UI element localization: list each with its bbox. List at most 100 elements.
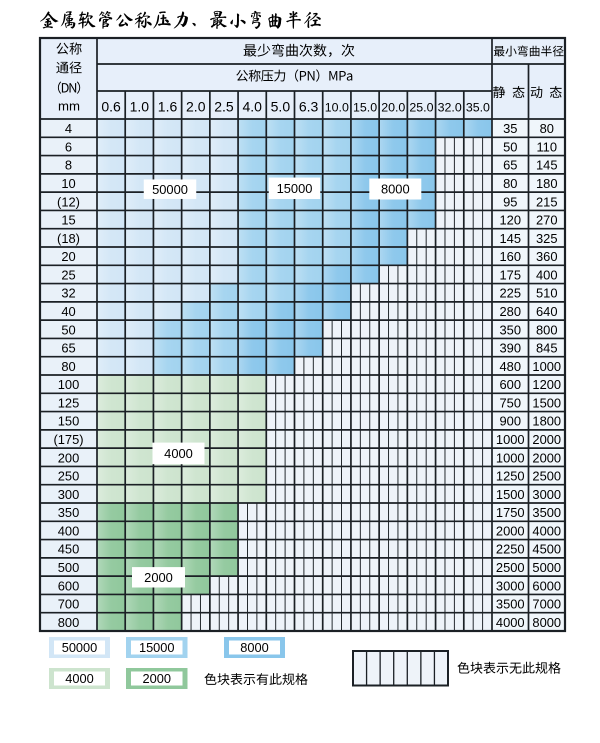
svg-text:15000: 15000 (139, 640, 175, 655)
svg-text:1500: 1500 (496, 487, 525, 502)
svg-text:900: 900 (499, 414, 521, 429)
svg-text:800: 800 (536, 322, 558, 337)
svg-text:800: 800 (58, 615, 80, 630)
svg-text:65: 65 (61, 341, 75, 356)
svg-text:20.0: 20.0 (381, 101, 405, 115)
svg-text:4: 4 (65, 121, 72, 136)
svg-text:160: 160 (499, 249, 521, 264)
svg-text:40: 40 (61, 304, 75, 319)
svg-text:125: 125 (58, 395, 80, 410)
svg-text:225: 225 (499, 286, 521, 301)
svg-text:32.0: 32.0 (438, 101, 462, 115)
svg-text:35: 35 (503, 121, 517, 136)
svg-text:1750: 1750 (496, 505, 525, 520)
svg-text:510: 510 (536, 286, 558, 301)
svg-text:10: 10 (61, 176, 75, 191)
svg-text:280: 280 (499, 304, 521, 319)
svg-text:450: 450 (58, 542, 80, 557)
svg-text:3500: 3500 (532, 505, 561, 520)
svg-text:1000: 1000 (532, 359, 561, 374)
svg-text:2.0: 2.0 (186, 99, 206, 115)
svg-text:2250: 2250 (496, 542, 525, 557)
svg-text:1500: 1500 (532, 395, 561, 410)
svg-text:145: 145 (499, 231, 521, 246)
svg-text:4000: 4000 (164, 446, 193, 461)
svg-text:25.0: 25.0 (409, 101, 433, 115)
svg-text:600: 600 (499, 377, 521, 392)
svg-text:1800: 1800 (532, 414, 561, 429)
svg-text:15.0: 15.0 (353, 101, 377, 115)
svg-text:4000: 4000 (65, 671, 93, 686)
svg-text:175: 175 (499, 267, 521, 282)
svg-text:2000: 2000 (144, 570, 173, 585)
svg-text:400: 400 (536, 267, 558, 282)
svg-text:80: 80 (503, 176, 517, 191)
svg-text:2000: 2000 (532, 432, 561, 447)
svg-text:1.6: 1.6 (158, 99, 178, 115)
svg-text:1000: 1000 (496, 432, 525, 447)
svg-text:110: 110 (536, 139, 557, 154)
svg-text:7000: 7000 (532, 597, 561, 612)
svg-text:6000: 6000 (532, 578, 561, 593)
svg-text:mm: mm (58, 99, 80, 114)
svg-text:250: 250 (58, 469, 80, 484)
svg-text:50: 50 (61, 322, 75, 337)
svg-text:2500: 2500 (496, 560, 525, 575)
svg-text:1250: 1250 (496, 469, 525, 484)
svg-text:3500: 3500 (496, 597, 525, 612)
svg-text:1200: 1200 (532, 377, 561, 392)
svg-text:10.0: 10.0 (325, 101, 349, 115)
svg-text:270: 270 (536, 213, 558, 228)
svg-text:5.0: 5.0 (271, 99, 291, 115)
svg-text:700: 700 (58, 597, 80, 612)
svg-text:80: 80 (61, 359, 75, 374)
svg-text:8000: 8000 (240, 640, 268, 655)
svg-text:65: 65 (503, 158, 517, 173)
svg-text:3000: 3000 (496, 578, 525, 593)
svg-text:215: 215 (536, 194, 558, 209)
svg-text:480: 480 (499, 359, 521, 374)
svg-text:2000: 2000 (143, 671, 171, 686)
svg-text:8: 8 (65, 158, 72, 173)
svg-text:200: 200 (58, 450, 80, 465)
svg-text:4.0: 4.0 (242, 99, 262, 115)
svg-text:8000: 8000 (381, 182, 410, 197)
svg-text:2.5: 2.5 (214, 99, 234, 115)
svg-text:50000: 50000 (62, 640, 98, 655)
svg-text:25: 25 (61, 267, 75, 282)
svg-text:150: 150 (58, 414, 80, 429)
svg-text:6: 6 (65, 139, 72, 154)
svg-text:750: 750 (499, 395, 521, 410)
svg-text:35.0: 35.0 (466, 101, 490, 115)
svg-text:2000: 2000 (532, 450, 561, 465)
svg-text:300: 300 (58, 487, 80, 502)
svg-text:8000: 8000 (532, 615, 561, 630)
svg-text:20: 20 (61, 249, 75, 264)
svg-text:2500: 2500 (532, 469, 561, 484)
svg-text:3000: 3000 (532, 487, 561, 502)
svg-text:(175): (175) (53, 432, 83, 447)
svg-text:0.6: 0.6 (101, 99, 121, 115)
svg-text:120: 120 (499, 213, 521, 228)
svg-text:1.0: 1.0 (130, 99, 150, 115)
svg-text:2000: 2000 (496, 523, 525, 538)
svg-text:845: 845 (536, 341, 558, 356)
svg-text:1000: 1000 (496, 450, 525, 465)
svg-text:(12): (12) (57, 194, 80, 209)
svg-text:15000: 15000 (277, 181, 313, 196)
svg-text:4000: 4000 (532, 523, 561, 538)
svg-text:4500: 4500 (532, 542, 561, 557)
svg-text:50: 50 (503, 139, 517, 154)
svg-text:390: 390 (499, 341, 521, 356)
svg-text:145: 145 (536, 158, 558, 173)
svg-text:350: 350 (58, 505, 80, 520)
svg-text:32: 32 (61, 286, 75, 301)
svg-text:5000: 5000 (532, 560, 561, 575)
svg-text:350: 350 (499, 322, 521, 337)
svg-text:(18): (18) (57, 231, 80, 246)
svg-text:325: 325 (536, 231, 558, 246)
svg-text:180: 180 (536, 176, 558, 191)
svg-text:50000: 50000 (152, 182, 188, 197)
svg-text:15: 15 (61, 213, 75, 228)
svg-text:400: 400 (58, 523, 80, 538)
